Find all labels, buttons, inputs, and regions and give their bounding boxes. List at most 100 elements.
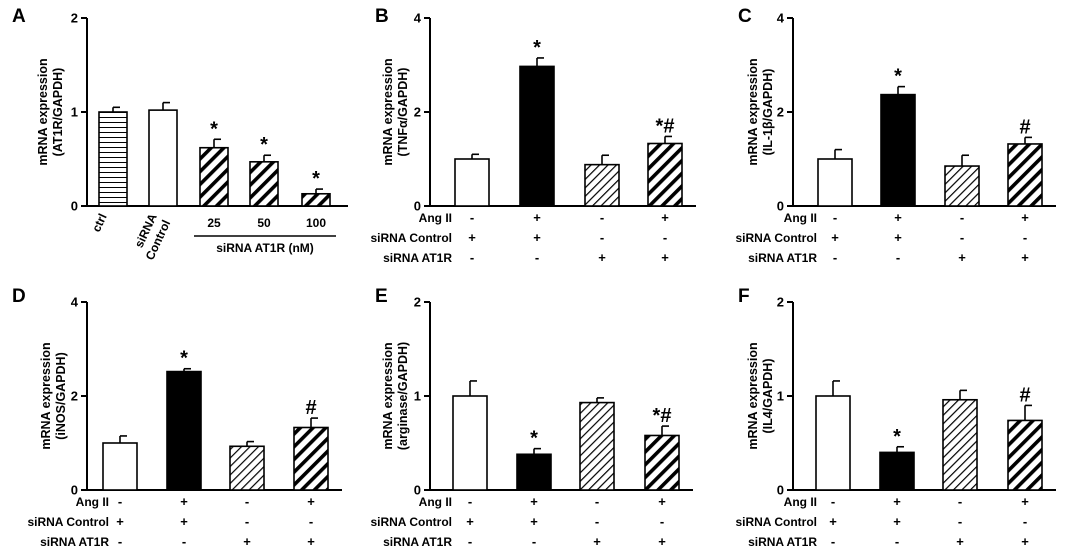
- significance-marker: #: [1019, 384, 1030, 406]
- y-tick-label: 2: [71, 389, 78, 404]
- significance-marker: *: [260, 134, 268, 156]
- treatment-symbol: +: [829, 514, 837, 529]
- y-tick-label: 4: [777, 11, 785, 26]
- bar: [293, 426, 329, 491]
- bar: [1007, 143, 1043, 207]
- treatment-symbol: -: [663, 230, 667, 245]
- y-axis-title-line: (TNFα/GAPDH): [396, 68, 410, 157]
- treatment-symbol: +: [1021, 494, 1029, 509]
- bar: [647, 142, 683, 207]
- treatment-symbol: +: [831, 230, 839, 245]
- y-axis-title: mRNA expression(IL4/GAPDH): [746, 342, 775, 449]
- significance-marker: #: [1019, 116, 1030, 138]
- treatment-symbol: -: [245, 514, 249, 529]
- significance-marker: *: [210, 118, 218, 140]
- y-tick-label: 0: [71, 483, 78, 498]
- treatment-symbol: -: [535, 250, 539, 265]
- y-tick-label: 0: [777, 483, 784, 498]
- treatment-symbol: +: [530, 494, 538, 509]
- treatment-symbol: +: [593, 534, 601, 547]
- group-label: siRNA AT1R (nM): [216, 241, 314, 255]
- y-axis-title-line: mRNA expression: [746, 342, 760, 449]
- bar: [452, 395, 488, 491]
- treatment-symbol: -: [960, 210, 964, 225]
- treatment-symbol: +: [661, 210, 669, 225]
- treatment-symbol: +: [533, 230, 541, 245]
- treatment-symbol: -: [1023, 514, 1027, 529]
- treatment-symbol: -: [118, 534, 122, 547]
- treatment-symbol: +: [180, 514, 188, 529]
- y-axis-title-line: (IL-1β/GAPDH): [761, 69, 775, 156]
- y-axis-title: mRNA expression(IL-1β/GAPDH): [746, 58, 775, 165]
- significance-marker: *#: [656, 115, 675, 137]
- treatment-symbol: -: [600, 230, 604, 245]
- panel-letter: F: [738, 286, 750, 307]
- y-tick-label: 2: [414, 295, 421, 310]
- significance-marker: *: [312, 168, 320, 190]
- bar: [879, 451, 915, 491]
- treatment-symbol: +: [180, 494, 188, 509]
- y-tick-label: 4: [71, 295, 79, 310]
- bar: [579, 401, 615, 491]
- treatment-symbol: +: [533, 210, 541, 225]
- treatment-symbol: -: [958, 494, 962, 509]
- y-tick-label: 2: [777, 105, 784, 120]
- bar: [148, 109, 178, 207]
- y-axis-title-line: (iNOS/GAPDH): [54, 352, 68, 440]
- treatment-symbol: +: [466, 514, 474, 529]
- treatment-symbol: +: [661, 250, 669, 265]
- significance-marker: *: [533, 37, 541, 59]
- y-axis-title-line: mRNA expression: [39, 342, 53, 449]
- panel-b: B 0 2 4 mRNA expression(TNFα/GAPDH) * *# Ang II…: [370, 6, 696, 265]
- treatment-row-label: siRNA Control: [370, 515, 452, 529]
- significance-marker: *: [893, 426, 901, 448]
- treatment-symbol: -: [245, 494, 249, 509]
- treatment-symbol: -: [600, 210, 604, 225]
- treatment-symbol: -: [470, 210, 474, 225]
- treatment-symbol: +: [1021, 210, 1029, 225]
- treatment-symbol: -: [1023, 230, 1027, 245]
- panel-c: C 0 2 4 mRNA expression(IL-1β/GAPDH) * # Ang II…: [735, 6, 1056, 265]
- treatment-symbol: -: [833, 210, 837, 225]
- significance-marker: *: [530, 428, 538, 450]
- treatment-symbol: +: [658, 534, 666, 547]
- panel-letter: A: [12, 6, 26, 27]
- treatment-symbol: +: [956, 534, 964, 547]
- treatment-row-label: Ang II: [784, 211, 817, 225]
- y-axis-title: mRNA expression(AT1R/GAPDH): [36, 58, 65, 165]
- treatment-symbol: -: [831, 534, 835, 547]
- x-category-label: 25: [207, 216, 221, 230]
- bar: [644, 434, 680, 491]
- y-axis-title-line: mRNA expression: [746, 58, 760, 165]
- bar: [942, 398, 978, 491]
- y-tick-label: 2: [777, 295, 784, 310]
- treatment-row-label: siRNA Control: [735, 231, 817, 245]
- treatment-symbol: -: [532, 534, 536, 547]
- treatment-symbol: +: [1021, 534, 1029, 547]
- treatment-row-label: siRNA Control: [735, 515, 817, 529]
- treatment-row-label: Ang II: [784, 495, 817, 509]
- treatment-symbol: +: [243, 534, 251, 547]
- treatment-symbol: +: [468, 230, 476, 245]
- bar: [249, 161, 279, 207]
- treatment-symbol: -: [595, 494, 599, 509]
- treatment-row-label: siRNA AT1R: [40, 535, 109, 547]
- y-tick-label: 0: [777, 199, 784, 214]
- y-tick-label: 4: [414, 11, 422, 26]
- bar: [1007, 419, 1043, 491]
- y-tick-label: 1: [777, 389, 784, 404]
- treatment-symbol: -: [895, 534, 899, 547]
- treatment-symbol: -: [470, 250, 474, 265]
- x-category-label: ctrl: [89, 211, 110, 234]
- x-category-label-line: ctrl: [89, 211, 110, 234]
- panel-letter: B: [375, 6, 389, 27]
- bar: [166, 370, 202, 491]
- y-tick-label: 0: [414, 483, 421, 498]
- treatment-symbol: -: [468, 494, 472, 509]
- treatment-symbol: +: [116, 514, 124, 529]
- treatment-symbol: +: [894, 230, 902, 245]
- treatment-row-label: siRNA AT1R: [383, 251, 452, 265]
- treatment-row-label: siRNA AT1R: [748, 251, 817, 265]
- bar: [519, 65, 555, 207]
